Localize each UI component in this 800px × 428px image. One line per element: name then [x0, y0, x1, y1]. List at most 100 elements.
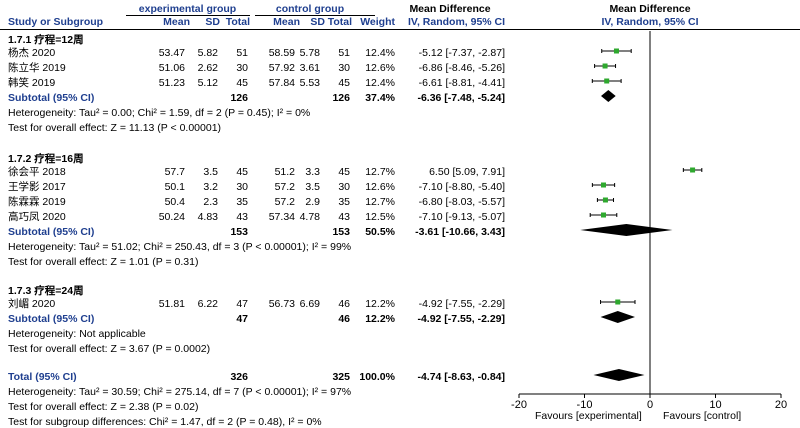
- c-sd: 6.69: [299, 298, 320, 310]
- e-mean: 50.4: [164, 196, 185, 208]
- forest-axis: -20 -10 0 10 20: [511, 31, 787, 411]
- weight: 12.2%: [365, 298, 395, 310]
- method-right-header: IV, Random, 95% CI: [601, 16, 699, 28]
- x-tick-label: -10: [577, 399, 593, 411]
- total-heterogeneity-text: Heterogeneity: Tau² = 30.59; Chi² = 275.…: [8, 386, 352, 398]
- e-total: 35: [236, 196, 248, 208]
- e-mean: 51.23: [158, 77, 185, 89]
- study-point: [604, 78, 610, 84]
- weight: 12.4%: [365, 47, 395, 59]
- e-sd: 5.12: [197, 77, 218, 89]
- weight: 50.5%: [365, 226, 395, 238]
- c-sd: 2.9: [305, 196, 320, 208]
- c-mean: 57.92: [268, 62, 295, 74]
- c-total: 30: [338, 181, 350, 193]
- md-ci: -4.74 [-8.63, -0.84]: [417, 371, 505, 383]
- e-mean: 50.1: [164, 181, 185, 193]
- e-sd-header: SD: [205, 16, 220, 28]
- e-total: 30: [236, 181, 248, 193]
- c-total: 51: [338, 47, 350, 59]
- e-sd: 2.62: [197, 62, 218, 74]
- x-tick-label: 20: [775, 399, 787, 411]
- overall-effect-text: Test for overall effect: Z = 3.67 (P = 0…: [8, 343, 211, 355]
- c-mean: 58.59: [268, 47, 295, 59]
- c-total: 46: [338, 313, 350, 325]
- total-label: Total (95% CI): [8, 371, 77, 383]
- c-sd: 5.53: [299, 77, 320, 89]
- e-total: 51: [236, 47, 248, 59]
- study-name: 杨杰 2020: [8, 47, 56, 59]
- e-total: 43: [236, 211, 248, 223]
- weight: 12.4%: [365, 77, 395, 89]
- md-right-header: Mean Difference: [609, 3, 691, 15]
- e-sd: 2.3: [203, 196, 218, 208]
- e-total: 326: [230, 371, 248, 383]
- e-mean: 51.06: [158, 62, 185, 74]
- e-total: 30: [236, 62, 248, 74]
- favours-control-label: Favours [control]: [663, 410, 742, 422]
- c-total: 35: [338, 196, 350, 208]
- e-total: 153: [230, 226, 248, 238]
- subgroup-title: 1.7.1 疗程=12周: [8, 34, 84, 46]
- c-total: 45: [338, 166, 350, 178]
- c-mean: 56.73: [268, 298, 295, 310]
- subtotal-label: Subtotal (95% CI): [8, 92, 95, 104]
- study-name: 韩笑 2019: [8, 77, 56, 89]
- c-total-header: Total: [327, 16, 352, 28]
- c-total: 43: [338, 211, 350, 223]
- x-tick-label: 10: [709, 399, 721, 411]
- e-total: 47: [236, 298, 248, 310]
- study-point: [602, 197, 608, 203]
- total-overall-effect-text: Test for overall effect: Z = 2.38 (P = 0…: [8, 401, 199, 413]
- c-total: 126: [332, 92, 350, 104]
- c-mean: 57.34: [268, 211, 295, 223]
- md-ci: -6.86 [-8.46, -5.26]: [418, 62, 505, 74]
- c-mean-header: Mean: [273, 16, 300, 28]
- study-point: [690, 167, 696, 173]
- weight: 12.6%: [365, 181, 395, 193]
- c-total: 45: [338, 77, 350, 89]
- study-name: 王学影 2017: [8, 181, 66, 193]
- c-mean: 57.2: [274, 196, 295, 208]
- md-ci: 6.50 [5.09, 7.91]: [429, 166, 505, 178]
- c-sd: 5.78: [299, 47, 320, 59]
- study-point: [602, 63, 608, 69]
- e-sd: 6.22: [197, 298, 218, 310]
- study-point: [615, 299, 621, 305]
- md-ci: -6.36 [-7.48, -5.24]: [417, 92, 505, 104]
- x-tick-label: 0: [647, 399, 653, 411]
- subtotal-label: Subtotal (95% CI): [8, 226, 95, 238]
- c-sd: 3.3: [305, 166, 320, 178]
- exp-group-header: experimental group: [138, 3, 237, 15]
- weight: 37.4%: [365, 92, 395, 104]
- c-sd: 3.5: [305, 181, 320, 193]
- c-mean: 51.2: [274, 166, 295, 178]
- pooled-diamond: [580, 224, 673, 236]
- study-point: [613, 48, 619, 54]
- md-ci: -5.12 [-7.37, -2.87]: [418, 47, 505, 59]
- subgroup-title: 1.7.3 疗程=24周: [8, 285, 84, 297]
- e-sd: 3.2: [203, 181, 218, 193]
- c-sd: 4.78: [299, 211, 320, 223]
- e-total-header: Total: [225, 16, 250, 28]
- weight: 12.5%: [365, 211, 395, 223]
- e-total: 45: [236, 77, 248, 89]
- weight: 12.7%: [365, 196, 395, 208]
- c-mean: 57.2: [274, 181, 295, 193]
- md-ci: -3.61 [-10.66, 3.43]: [415, 226, 505, 238]
- header-bottom-rule: [0, 29, 800, 30]
- pooled-diamond: [601, 90, 616, 102]
- c-total: 30: [338, 62, 350, 74]
- study-point: [600, 212, 606, 218]
- e-sd: 5.82: [197, 47, 218, 59]
- heterogeneity-text: Heterogeneity: Tau² = 51.02; Chi² = 250.…: [8, 241, 352, 253]
- study-name: 陈立华 2019: [8, 62, 66, 74]
- e-mean: 57.7: [164, 166, 185, 178]
- md-ci: -6.80 [-8.03, -5.57]: [418, 196, 505, 208]
- weight: 100.0%: [359, 371, 395, 383]
- e-total: 45: [236, 166, 248, 178]
- md-left-header: Mean Difference: [409, 3, 491, 15]
- header-underline-ctrl: [255, 15, 375, 16]
- study-name: 高巧凤 2020: [8, 211, 66, 223]
